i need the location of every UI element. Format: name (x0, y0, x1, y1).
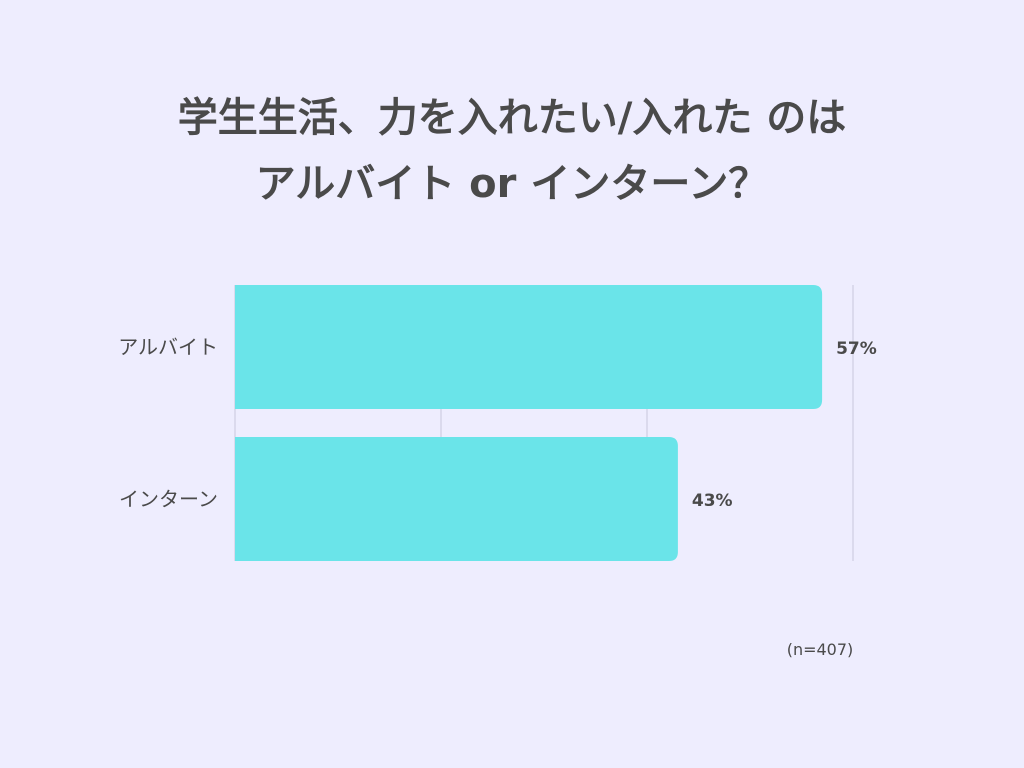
chart-title-line-1: 学生生活、力を入れたい/入れた のは (177, 95, 847, 141)
bar-0 (235, 285, 823, 409)
bar-1 (235, 437, 678, 561)
sample-size-note: (n=407) (786, 640, 854, 659)
value-label-1: 43% (692, 491, 733, 511)
category-label-0: アルバイト (118, 335, 218, 359)
category-label-1: インターン (119, 487, 218, 511)
chart-title-line-2: アルバイト or インターン？ (255, 161, 769, 207)
value-label-0: 57% (836, 339, 877, 359)
